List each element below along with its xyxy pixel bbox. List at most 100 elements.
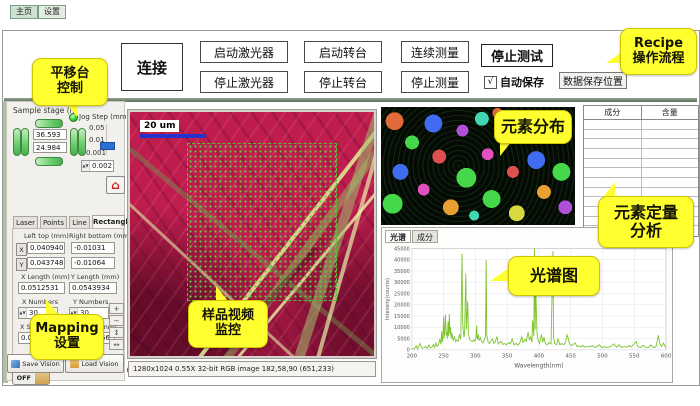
zoom-in-button[interactable]: + xyxy=(109,303,124,314)
home-icon: ⌂ xyxy=(111,178,120,192)
camera-frame: 20 um xyxy=(127,109,377,359)
auto-save-checkbox[interactable]: √ 自动保存 xyxy=(484,74,544,90)
x-axis-button[interactable]: X xyxy=(16,243,27,256)
table-cell[interactable] xyxy=(584,120,642,129)
jog-step-option-1[interactable]: 0.05 xyxy=(89,124,105,132)
stop-laser-button[interactable]: 停止激光器 xyxy=(200,71,288,93)
tab-line[interactable]: Line xyxy=(69,216,90,228)
table-cell[interactable] xyxy=(584,158,642,168)
load-icon xyxy=(70,359,80,368)
svg-text:300: 300 xyxy=(470,354,481,360)
y-numbers-label: Y Numbers xyxy=(73,298,109,306)
jog-slider-handle[interactable] xyxy=(100,142,115,150)
y-numbers-value: 30 xyxy=(80,309,89,317)
table-cell[interactable] xyxy=(584,149,642,158)
pan-vertical-button[interactable]: ↕ xyxy=(109,327,124,338)
save-icon xyxy=(11,359,21,368)
tab-composition[interactable]: 成分 xyxy=(412,230,438,243)
jog-slider-track xyxy=(106,124,107,154)
right-bottom-x-field[interactable]: -0.01031 xyxy=(71,242,115,254)
jog-left-outer-button[interactable] xyxy=(13,128,21,156)
data-save-location-button[interactable]: 数据保存位置 xyxy=(559,72,627,89)
table-row[interactable] xyxy=(584,158,699,169)
stage-home-button[interactable]: ⌂ xyxy=(106,176,125,194)
checkbox-check-icon: √ xyxy=(484,75,497,89)
callout-recipe-flow: Recipe 操作流程 xyxy=(620,28,697,75)
table-cell[interactable] xyxy=(642,130,699,139)
jog-step-spinbox[interactable]: ▲▼ 0.002 xyxy=(81,160,114,172)
spinner-arrows-icon[interactable]: ▲▼ xyxy=(19,308,27,318)
left-top-y-field[interactable]: 0.043748 xyxy=(27,257,65,269)
results-table-header: 成分 含量 xyxy=(584,106,698,120)
table-cell[interactable] xyxy=(642,159,699,168)
scale-bar xyxy=(140,134,206,138)
column-header-content[interactable]: 含量 xyxy=(661,108,678,117)
table-row[interactable] xyxy=(584,120,698,130)
tab-rectangle[interactable]: Rectangle xyxy=(92,215,133,228)
table-cell[interactable] xyxy=(642,120,699,129)
start-laser-button[interactable]: 启动激光器 xyxy=(200,41,288,63)
svg-text:40000: 40000 xyxy=(394,258,410,264)
save-vision-label: Save Vision xyxy=(22,359,60,368)
column-header-composition[interactable]: 成分 xyxy=(584,106,642,119)
table-cell[interactable] xyxy=(584,187,642,197)
right-bottom-label: Right bottom (mm) xyxy=(69,232,132,240)
table-cell[interactable] xyxy=(642,139,699,148)
stop-stage-button[interactable]: 停止转台 xyxy=(304,71,382,93)
svg-text:15000: 15000 xyxy=(394,314,410,320)
jog-right-outer-button[interactable] xyxy=(78,128,86,156)
y-axis-button[interactable]: Y xyxy=(16,258,27,271)
jog-right-inner-button[interactable] xyxy=(70,128,78,156)
table-cell[interactable] xyxy=(584,178,642,187)
svg-text:20000: 20000 xyxy=(394,303,410,309)
jog-up-button[interactable] xyxy=(35,119,63,128)
tab-settings[interactable]: 设置 xyxy=(38,5,66,19)
table-cell[interactable] xyxy=(584,129,642,139)
start-stage-button[interactable]: 启动转台 xyxy=(304,41,382,63)
video-toggle-label: OFF xyxy=(16,373,31,382)
table-cell[interactable] xyxy=(642,149,699,158)
spinner-arrows-icon[interactable]: ▲▼ xyxy=(82,161,90,171)
left-top-label: Left top (mm) xyxy=(24,232,69,240)
right-bottom-y-field[interactable]: -0.01064 xyxy=(71,257,115,269)
auto-save-label: 自动保存 xyxy=(500,76,544,89)
table-cell[interactable] xyxy=(642,168,699,177)
stage-panel-title: Sample stage (m xyxy=(13,106,77,115)
mapping-grid-overlay xyxy=(187,143,337,301)
jog-step-option-3[interactable]: 0.001 xyxy=(86,149,107,157)
table-row[interactable] xyxy=(584,139,698,149)
main-window: 连接 启动激光器 停止激光器 启动转台 停止转台 连续测量 停止测量 停止测试 … xyxy=(2,30,700,386)
tab-home[interactable]: 主页 xyxy=(10,5,38,19)
x-length-field[interactable]: 0.0512531 xyxy=(18,282,65,294)
table-cell[interactable] xyxy=(642,178,699,187)
tab-spectrum[interactable]: 光谱 xyxy=(385,230,411,243)
stop-measure-button[interactable]: 停止测量 xyxy=(401,71,469,93)
jog-down-button[interactable] xyxy=(35,157,63,166)
spinner-arrows-icon[interactable]: ▲▼ xyxy=(70,308,78,318)
pan-horizontal-button[interactable]: ↔ xyxy=(109,339,124,350)
tab-points[interactable]: Points xyxy=(40,216,67,228)
table-row[interactable] xyxy=(584,168,698,178)
jog-left-inner-button[interactable] xyxy=(21,128,29,156)
table-row[interactable] xyxy=(584,129,699,140)
continuous-measure-button[interactable]: 连续测量 xyxy=(401,41,469,63)
callout-stage-control: 平移台 控制 xyxy=(32,58,108,106)
y-length-field[interactable]: 0.0543934 xyxy=(69,282,117,294)
zoom-out-button[interactable]: − xyxy=(109,315,124,326)
callout-element-distribution: 元素分布 xyxy=(494,110,572,144)
jog-step-option-2[interactable]: 0.01 xyxy=(89,136,105,144)
stop-test-button[interactable]: 停止测试 xyxy=(481,44,553,67)
connect-button[interactable]: 连接 xyxy=(121,43,183,91)
svg-text:25000: 25000 xyxy=(394,291,410,297)
load-vision-label: Load Vision xyxy=(81,359,119,368)
table-cell[interactable] xyxy=(584,139,642,148)
stage-x-position-field[interactable]: 36.593 xyxy=(33,129,67,140)
svg-text:500: 500 xyxy=(597,354,608,360)
table-cell[interactable] xyxy=(584,168,642,177)
tab-laser[interactable]: Laser xyxy=(13,216,38,228)
left-top-x-field[interactable]: 0.040940 xyxy=(27,242,65,254)
table-row[interactable] xyxy=(584,178,698,188)
callout-tail xyxy=(66,103,77,117)
stage-y-position-field[interactable]: 24.984 xyxy=(33,142,67,153)
table-row[interactable] xyxy=(584,149,698,159)
